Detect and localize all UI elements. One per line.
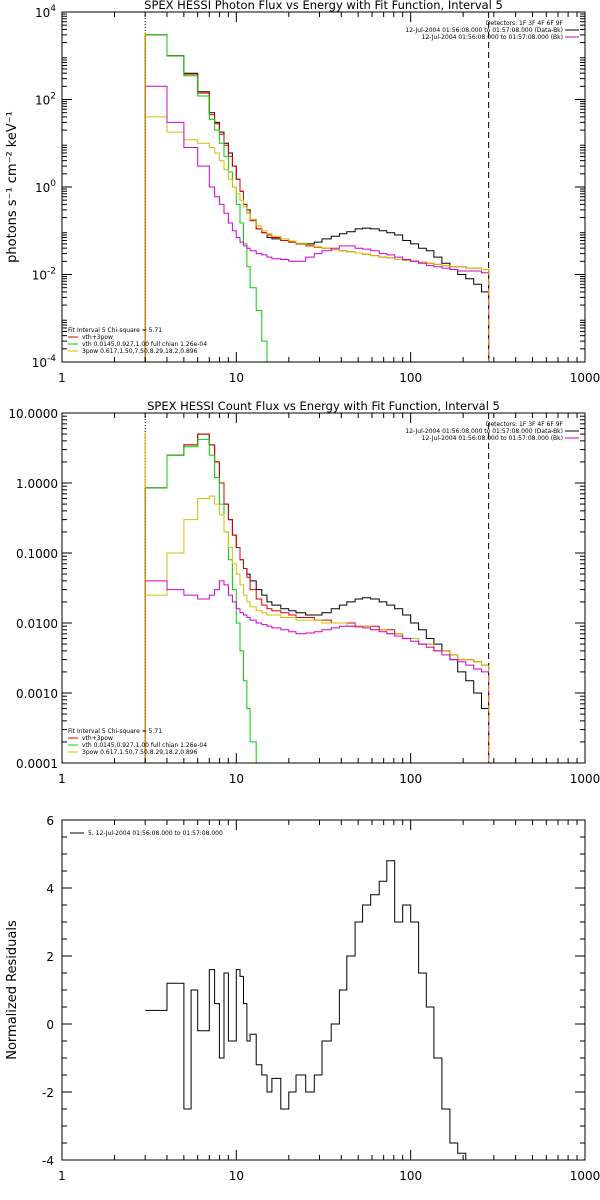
x-tick-label: 1000 [570,1169,600,1183]
series-bk [144,85,490,362]
y-tick-label: 2 [46,950,54,964]
series-vth [144,438,257,763]
chart-title: SPEX HESSI Photon Flux vs Energy with Fi… [144,0,503,12]
x-tick-label: 10 [229,371,244,385]
y-tick-exponent: 0 [50,179,56,189]
chart-panel-3: 1 10 100 1000 -4 -2 0 2 4 6 Normalized Residuals 5,… [5,814,600,1183]
x-tick-label: 10 [229,1169,244,1183]
series-3pow [144,495,490,763]
y-tick-label: 104 [35,4,56,20]
legend-right-entry: Detectors: 1F 3F 4F 6F 9F [486,20,564,27]
y-tick-exponent: 2 [50,92,56,102]
legend-right-entry: 12-Jul-2004 01:56:08.000 to 01:57:08.000… [405,428,563,435]
y-tick-label: 0.1000 [16,547,58,561]
legend-right-entry: 12-Jul-2004 01:56:08.000 to 01:57:08.000… [422,34,563,41]
legend-left-entry: vth+3pow [82,334,113,341]
y-tick-base: 10 [35,94,50,108]
y-tick-label: 102 [35,92,56,108]
plot-frame [61,11,586,363]
plot-frame [61,412,586,764]
plot-frame [61,819,586,1161]
series-5-12-jul-2004-01-56-08-000-to-01-57-08-000 [145,860,475,1160]
legend-left-entry: vth 0.0145,0.927,1.00 full chian 1.26e-0… [82,341,207,348]
legend-right-entry: 12-Jul-2004 01:56:08.000 to 01:57:08.000… [405,27,563,34]
y-tick-exponent: 4 [50,4,56,14]
x-tick-label: 1 [58,1169,66,1183]
plot-data [145,860,475,1160]
y-tick-label: 0.0100 [16,617,58,631]
y-tick-label: 0.0010 [16,687,58,701]
legend-left-entry: vth 0.0145,0.927,1.00 full chian 1.26e-0… [82,742,207,749]
y-tick-label: 6 [46,814,54,828]
series-bk [144,580,490,763]
chart-panel-2: SPEX HESSI Count Flux vs Energy with Fit… [8,399,600,786]
y-axis-label: photons s⁻¹ cm⁻² keV⁻¹ [5,111,20,263]
legend-right-entry: 12-Jul-2004 01:56:08.000 to 01:57:08.000… [422,435,563,442]
x-tick-label: 10 [229,772,244,786]
legend-right-entry: Detectors: 1F 3F 4F 6F 9F [486,421,564,428]
y-tick-label: -2 [42,1086,54,1100]
y-tick-label: 0 [46,1018,54,1032]
legend-left-entry: 3pow 0.617,1.50,7.50,8.29,18.2,0.896 [82,348,198,355]
x-tick-label: 1 [58,371,66,385]
chart-title: SPEX HESSI Count Flux vs Energy with Fit… [147,399,500,413]
plot-data [144,34,490,362]
x-tick-label: 100 [399,371,422,385]
y-tick-label: 10.0000 [8,407,58,421]
x-tick-label: 1000 [570,371,600,385]
x-tick-label: 100 [399,772,422,786]
y-tick-exponent: -4 [47,354,56,364]
x-tick-label: 100 [399,1169,422,1183]
x-tick-label: 1000 [570,772,600,786]
y-tick-base: 10 [35,6,50,20]
y-tick-label: 1.0000 [16,477,58,491]
y-tick-label: 100 [35,179,56,195]
y-tick-base: 10 [32,269,47,283]
y-tick-label: -4 [42,1154,54,1168]
y-tick-exponent: -2 [47,267,56,277]
chart-panel-1: SPEX HESSI Photon Flux vs Energy with Fi… [5,0,600,385]
legend-left-entry: vth+3pow [82,735,113,742]
y-axis-label: Normalized Residuals [5,920,20,1060]
series-vth [144,34,268,362]
plot-data [144,433,490,763]
y-tick-label: 0.0001 [16,757,58,771]
series-3pow [144,116,490,362]
y-tick-label: 10-2 [32,267,56,283]
legend-left-entry: Fit Interval 5 Chi-square = 5.71 [68,728,162,735]
y-tick-base: 10 [32,356,47,370]
x-tick-label: 1 [58,772,66,786]
y-tick-label: 10-4 [32,354,57,370]
legend-entry: 5, 12-Jul-2004 01:56:08.000 to 01:57:08.… [88,830,223,837]
y-tick-base: 10 [35,181,50,195]
legend-left-entry: 3pow 0.617,1.50,7.50,8.29,18.2,0.896 [82,749,198,756]
legend-left-entry: Fit Interval 5 Chi-square = 5.71 [68,327,162,334]
y-tick-label: 4 [46,882,54,896]
